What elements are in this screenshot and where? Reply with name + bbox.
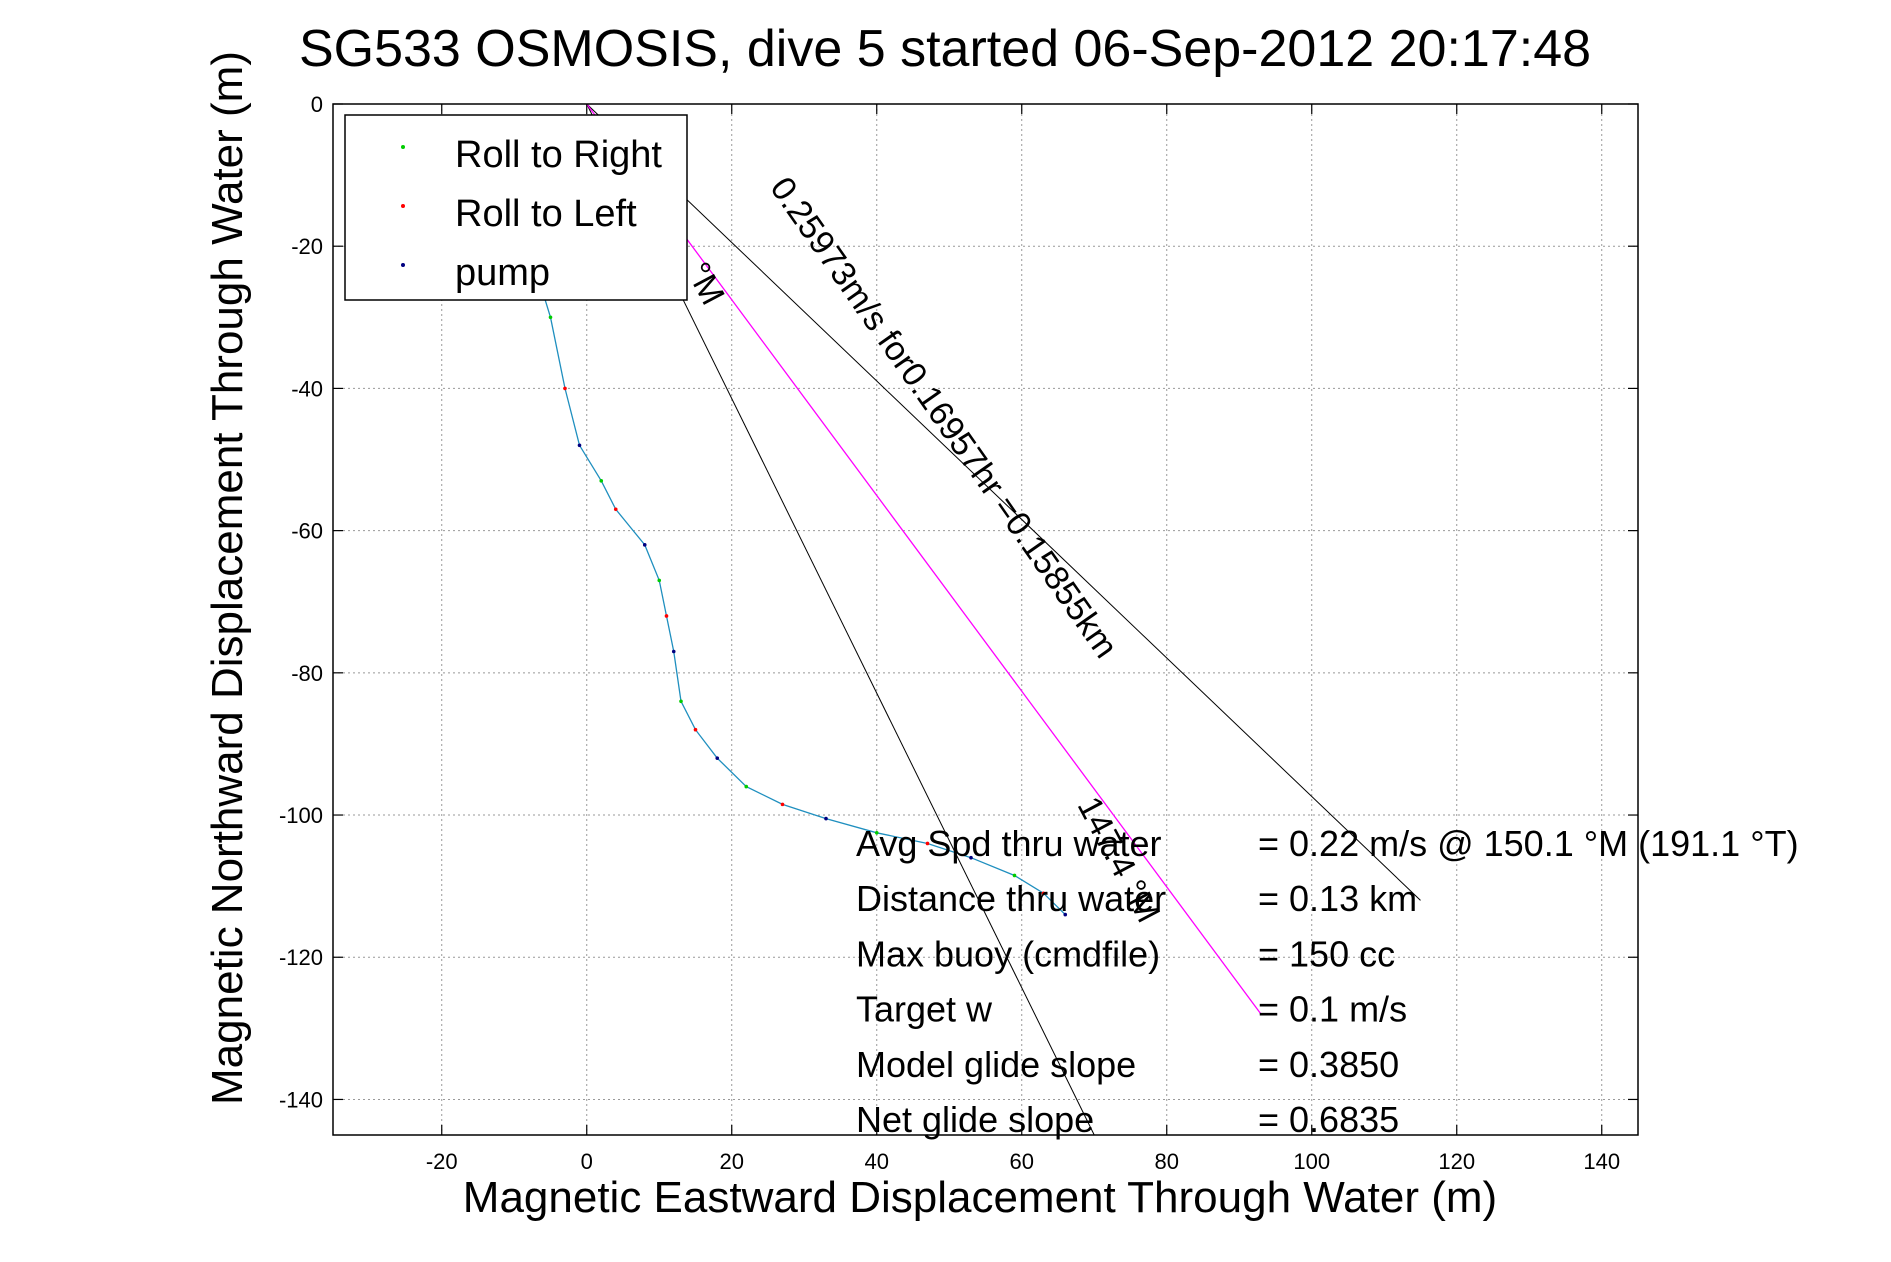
legend: Roll to Right Roll to Left pump [344,114,688,301]
track-point [563,386,567,391]
stat-label: Target w [856,989,993,1030]
x-tick-label: 140 [1583,1149,1620,1174]
x-tick-label: 20 [720,1149,744,1174]
track-point [744,784,749,789]
stat-label: Avg Spd thru water [856,823,1162,864]
stat-value: = 0.22 m/s @ 150.1 °M (191.1 °T) [1258,823,1799,864]
stat-value: = 0.3850 [1258,1044,1399,1085]
track-point [548,315,553,320]
track-point [1041,891,1046,896]
x-tick-label: 120 [1438,1149,1475,1174]
x-tick-label: 60 [1010,1149,1034,1174]
legend-marker [401,145,405,149]
net-displacement-line [586,103,1262,1015]
x-tick-label: 80 [1155,1149,1179,1174]
heading-line [586,103,1421,901]
track-annotation-label: 0.25973m/s for0.16957hr =0.15855km [763,170,1125,665]
track-point [1012,873,1017,878]
legend-marker [401,263,405,267]
x-tick-label: -20 [426,1149,458,1174]
legend-label: pump [455,252,550,294]
x-axis-label: Magnetic Eastward Displacement Through W… [463,1173,1497,1222]
y-tick-label: -100 [279,803,323,828]
axis-ticks: -20 0 20 40 60 80 100 120 140 0 -20 -40 -60 -80 -100 -1… [279,92,1638,1174]
track-point [1063,912,1068,917]
chart-title: SG533 OSMOSIS, dive 5 started 06-Sep-201… [299,20,1591,78]
stat-value: = 0.1 m/s [1258,989,1407,1030]
track-point [642,543,647,547]
stat-label: Max buoy (cmdfile) [856,933,1160,974]
track-point [969,855,973,860]
track-point [577,443,582,448]
track-point [671,649,676,654]
track-point [664,614,669,618]
legend-marker [401,204,405,208]
y-tick-label: -80 [291,661,323,686]
track-point [613,507,618,512]
dive-track-line [528,246,1066,916]
track-point [715,756,720,760]
stat-value: = 150 cc [1258,933,1395,974]
y-tick-label: 0 [311,92,323,117]
y-tick-label: -20 [291,234,323,259]
y-tick-label: -60 [291,519,323,544]
track-point [599,479,604,483]
y-tick-label: -140 [279,1087,323,1112]
y-tick-label: -120 [279,945,323,970]
stat-value: = 0.6835 [1258,1099,1399,1140]
x-tick-label: 0 [581,1149,593,1174]
stat-value: = 0.13 km [1258,878,1417,919]
track-point [657,578,662,583]
legend-label: Roll to Left [455,193,637,235]
track-point [679,699,683,704]
track-point [780,802,785,807]
x-tick-label: 100 [1293,1149,1330,1174]
legend-label: Roll to Right [455,134,662,176]
stat-label: Net glide slope [856,1099,1094,1140]
y-tick-label: -40 [291,376,323,401]
stat-label: Distance thru water [856,878,1166,919]
dive-track [526,244,1068,917]
stats-panel: Avg Spd thru water = 0.22 m/s @ 150.1 °M … [856,823,1799,1140]
plot-frame [332,103,1639,1136]
track-annotations: 0.25973m/s for0.16957hr =0.15855km°M147.… [679,170,1168,929]
stat-label: Model glide slope [856,1044,1136,1085]
track-point [824,816,828,821]
y-axis-label: Magnetic Northward Displacement Through … [203,51,252,1105]
track-point [925,841,930,846]
x-tick-label: 40 [865,1149,889,1174]
track-point [693,727,698,732]
track-point [874,831,879,835]
